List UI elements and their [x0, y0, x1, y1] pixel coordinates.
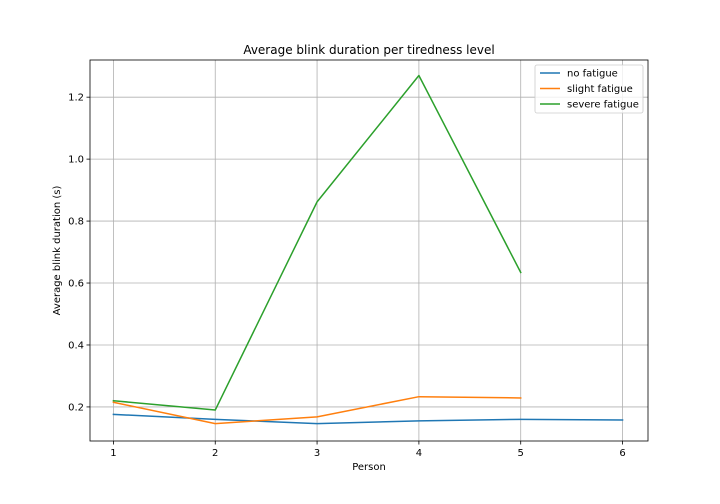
series-line-slight-fatigue	[112, 395, 522, 425]
legend-label-slight-fatigue: slight fatigue	[567, 84, 633, 95]
x-tick-label: 1	[110, 448, 116, 459]
legend-label-severe-fatigue: severe fatigue	[567, 100, 639, 111]
x-tick-label: 4	[416, 448, 422, 459]
grid	[90, 60, 648, 441]
chart-title: Average blink duration per tiredness lev…	[243, 43, 494, 57]
plot-area-frame	[89, 59, 649, 442]
series-lines	[112, 74, 624, 425]
axis-ticks: 1 2 3 4 5 6 0.2 0.4 0.6 0.8 1.0 1.2	[68, 93, 626, 459]
y-tick-label: 0.2	[68, 402, 84, 413]
y-tick-label: 0.6	[68, 279, 84, 290]
y-tick-label: 1.2	[68, 93, 84, 104]
y-tick-label: 0.4	[68, 340, 84, 351]
series-line-severe-fatigue	[112, 74, 522, 411]
y-axis-label: Average blink duration (s)	[52, 186, 63, 316]
y-tick-label: 0.8	[68, 217, 84, 228]
legend-label-no-fatigue: no fatigue	[567, 69, 618, 80]
x-tick-label: 5	[518, 448, 524, 459]
y-tick-label: 1.0	[68, 155, 84, 166]
x-tick-label: 2	[212, 448, 218, 459]
x-tick-label: 3	[314, 448, 320, 459]
legend: no fatigue slight fatigue severe fatigue	[534, 64, 644, 114]
series-line-no-fatigue	[112, 413, 624, 425]
legend-frame	[534, 64, 644, 114]
x-axis-label: Person	[352, 462, 386, 473]
x-tick-label: 6	[619, 448, 625, 459]
